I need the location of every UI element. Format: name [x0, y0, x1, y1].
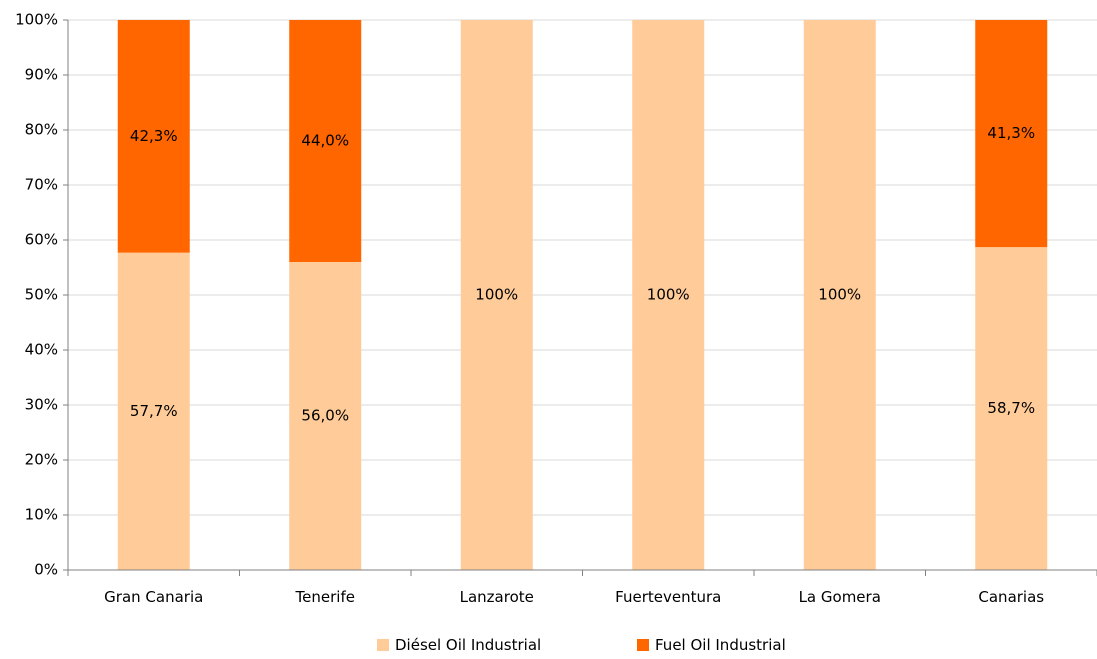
y-tick-label: 90% [25, 66, 58, 84]
legend-swatch-fuel [637, 639, 649, 651]
bar-segment-fuel [289, 20, 362, 262]
data-label: 57,7% [130, 402, 178, 420]
data-label: 100% [647, 286, 690, 304]
legend-label-diesel: Diésel Oil Industrial [395, 636, 542, 654]
y-tick-label: 60% [25, 231, 58, 249]
data-label: 44,0% [301, 132, 349, 150]
legend-item-diesel: Diésel Oil Industrial [377, 636, 541, 654]
data-label: 58,7% [987, 399, 1035, 417]
y-tick-label: 50% [25, 286, 58, 304]
x-tick-label: Gran Canaria [104, 588, 203, 606]
x-tick-label: Fuerteventura [615, 588, 721, 606]
bar-segment-fuel [975, 20, 1048, 248]
bar-segment-diesel [975, 247, 1048, 570]
bars-layer [117, 20, 1048, 570]
bar-segment-diesel [803, 20, 876, 570]
data-label: 42,3% [130, 127, 178, 145]
axis-layer [63, 19, 1097, 576]
y-tick-label: 0% [34, 561, 58, 579]
x-tick-label: Lanzarote [460, 588, 534, 606]
legend-swatch-diesel [377, 639, 389, 651]
data-label: 100% [475, 286, 518, 304]
x-tick-label: La Gomera [799, 588, 881, 606]
legend-item-fuel: Fuel Oil Industrial [637, 636, 786, 654]
x-tick-label: Tenerife [295, 588, 355, 606]
labels-layer: 0% 10% 20% 30% 40% 50% 60% 70% 80% 90% 100% 57,7% 42… [15, 11, 1044, 607]
y-tick-label: 10% [25, 506, 58, 524]
legend: Diésel Oil Industrial Fuel Oil Industria… [0, 636, 1097, 658]
y-tick-label: 20% [25, 451, 58, 469]
legend-label-fuel: Fuel Oil Industrial [655, 636, 786, 654]
grid-layer [68, 19, 1097, 516]
y-tick-label: 100% [15, 11, 58, 29]
bar-segment-diesel [460, 20, 533, 570]
bar-segment-diesel [632, 20, 705, 570]
y-tick-label: 30% [25, 396, 58, 414]
data-label: 56,0% [301, 407, 349, 425]
data-label: 41,3% [987, 124, 1035, 142]
x-tick-label: Canarias [978, 588, 1044, 606]
bar-segment-diesel [117, 252, 190, 570]
data-label: 100% [818, 286, 861, 304]
y-tick-label: 40% [25, 341, 58, 359]
y-tick-label: 70% [25, 176, 58, 194]
bar-segment-diesel [289, 262, 362, 570]
bar-segment-fuel [117, 20, 190, 253]
y-tick-label: 80% [25, 121, 58, 139]
chart-svg: 0% 10% 20% 30% 40% 50% 60% 70% 80% 90% 100% 57,7% 42… [15, 11, 1097, 607]
